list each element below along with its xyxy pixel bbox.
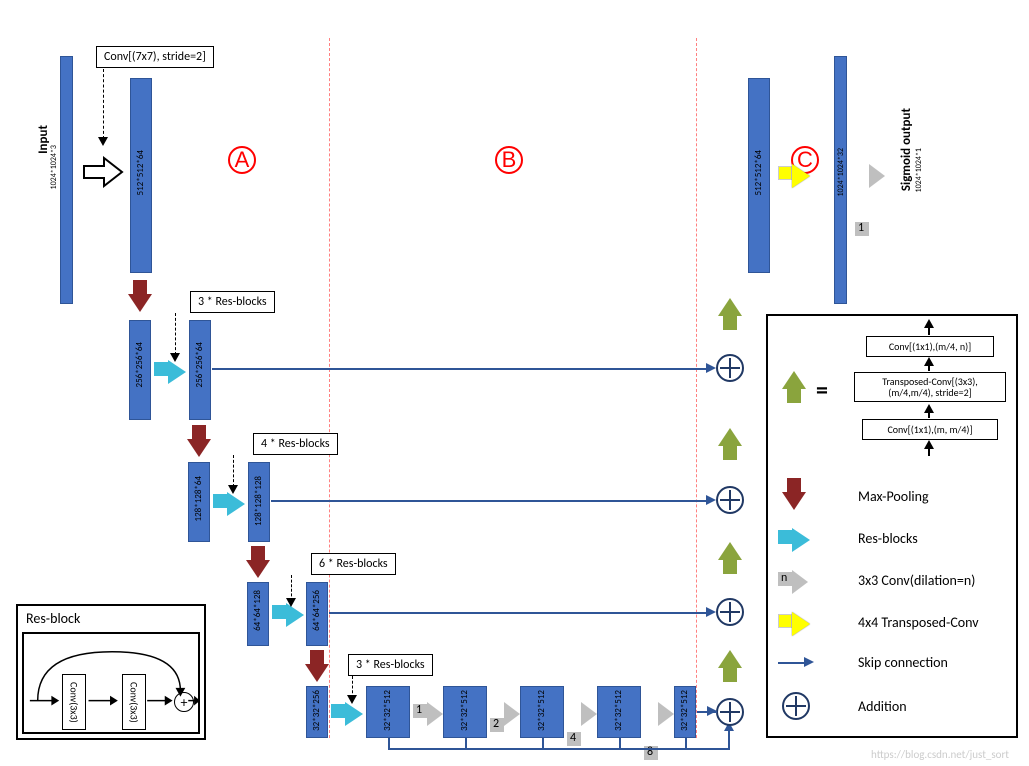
legend-skip: Skip connection [858, 654, 948, 671]
res6-label: 6 * Res-blocks [311, 553, 396, 575]
equals-sign: = [816, 376, 828, 405]
oplus-3 [716, 598, 744, 626]
dilation-4: 4 [570, 731, 576, 745]
res4-label: 4 * Res-blocks [253, 433, 338, 455]
bar-b5-dim: 32*32*512 [679, 690, 690, 731]
bar-a5pre-dim: 32*32*256 [311, 690, 322, 731]
legend-box: = Conv[(1x1),(m/4, n)] Transposed-Conv[(… [766, 314, 1018, 738]
region-a: A [228, 146, 256, 174]
bar-a4pre-dim: 64*64*128 [252, 590, 263, 631]
region-b: B [495, 146, 523, 174]
input-dim: 1024*1024*3 [49, 145, 59, 189]
legend-conv1: Conv[(1x1),(m/4, n)] [866, 336, 994, 357]
bar-c-out-dim: 1024*1024*32 [836, 148, 846, 197]
resblock-box: Res-block Conv(3x3) Conv(3x3) [16, 604, 206, 740]
outline-arrow-icon [82, 156, 124, 188]
resblock-title: Res-block [26, 610, 80, 627]
dil-1-out: 1 [858, 221, 864, 235]
diagram-canvas: Input 1024*1024*3 Conv[(7x7), stride=2] … [0, 0, 1029, 766]
legend-conv3: Conv[(1x1),(m, m/4)] [862, 419, 998, 440]
bar-a3pre-dim: 128*128*64 [193, 476, 204, 521]
dilation-1: 1 [416, 703, 422, 717]
conv7x7-label: Conv[(7x7), stride=2] [96, 46, 214, 68]
bar-a2-dim: 256*256*64 [194, 342, 205, 387]
oplus-2 [716, 486, 744, 514]
legend-maxpool: Max-Pooling [858, 488, 929, 505]
bar-a1-dim: 512*512*64 [135, 150, 146, 195]
legend-addition: Addition [858, 698, 907, 715]
oplus-1 [716, 354, 744, 382]
resblock-plus [174, 692, 194, 712]
skip-line-1 [212, 368, 710, 370]
bar-a4-dim: 64*64*256 [311, 590, 322, 631]
resblock-conv1: Conv(3x3) [68, 682, 81, 723]
bar-b2-dim: 32*32*512 [459, 690, 470, 731]
skip-line-3 [329, 612, 710, 614]
bar-b1-dim: 32*32*512 [382, 690, 393, 731]
bar-a3-dim: 128*128*128 [253, 476, 264, 526]
divider-2 [696, 38, 697, 738]
input-bar [60, 56, 73, 304]
legend-tconv-b: (m/4,m/4), stride=2] [888, 386, 971, 399]
legend-dilation: 3x3 Conv(dilation=n) [858, 572, 975, 589]
bar-c-up-dim: 512*512*64 [753, 150, 764, 195]
output-label: Sigmoid output [899, 108, 914, 191]
resblock-conv2: Conv(3x3) [128, 682, 141, 723]
legend-tconv4x4: 4x4 Transposed-Conv [858, 614, 979, 631]
bar-b3-dim: 32*32*512 [536, 690, 547, 731]
legend-dilation-n: n [781, 571, 787, 585]
bar-b4-dim: 32*32*512 [613, 690, 624, 731]
skip-line-2 [271, 500, 710, 502]
output-dim: 1024*1024*1 [914, 148, 924, 192]
divider-1 [329, 38, 330, 738]
watermark: https://blog.csdn.net/just_sort [871, 748, 1009, 761]
oplus-4 [716, 698, 744, 726]
bar-a2pre-dim: 256*256*64 [134, 342, 145, 387]
res3-label: 3 * Res-blocks [190, 291, 275, 313]
legend-resblocks: Res-blocks [858, 530, 918, 547]
dilation-2: 2 [493, 717, 499, 731]
res3b-label: 3 * Res-blocks [348, 654, 433, 676]
